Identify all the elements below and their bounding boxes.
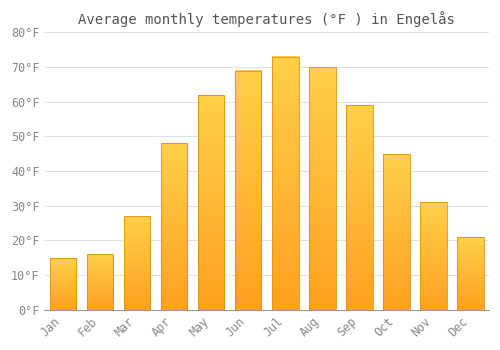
Bar: [420, 202, 446, 310]
Bar: [457, 237, 483, 310]
Bar: [309, 67, 336, 310]
Bar: [161, 144, 188, 310]
Bar: [124, 216, 150, 310]
Bar: [272, 57, 298, 310]
Bar: [86, 254, 114, 310]
Bar: [50, 258, 76, 310]
Bar: [346, 105, 372, 310]
Title: Average monthly temperatures (°F ) in Engelås: Average monthly temperatures (°F ) in En…: [78, 11, 455, 27]
Bar: [383, 154, 409, 310]
Bar: [198, 95, 224, 310]
Bar: [235, 71, 262, 310]
